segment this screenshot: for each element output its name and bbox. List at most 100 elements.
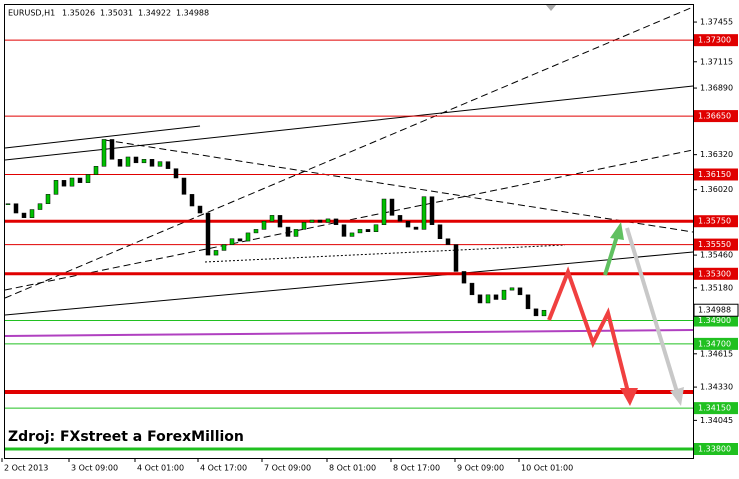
candle-body (341, 224, 347, 237)
candle-body (93, 166, 99, 175)
y-tick-label: 1.34330 (700, 383, 733, 392)
candle-body (301, 222, 307, 230)
last-price-box (693, 303, 739, 317)
candle-body (469, 282, 475, 296)
y-tick-label: 1.34615 (700, 349, 733, 358)
level-label: 1.37300 (698, 36, 731, 45)
candle-body (61, 180, 67, 187)
candle-body (45, 194, 51, 204)
x-tick-label: 10 Oct 01:00 (521, 464, 573, 473)
x-tick-label: 8 Oct 17:00 (393, 464, 440, 473)
moving-average (4, 329, 694, 337)
candle-body (117, 159, 123, 167)
candle-body (221, 244, 227, 251)
candle-body (173, 168, 179, 179)
x-tick-label: 8 Oct 01:00 (329, 464, 376, 473)
candle-body (189, 194, 195, 207)
forecast-path (625, 227, 679, 393)
symbol: EURUSD,H1 (8, 9, 55, 18)
candle-body (245, 232, 251, 242)
candle-body (349, 232, 355, 237)
level-label-box (694, 110, 738, 123)
candle-body (525, 294, 531, 310)
candle-body (77, 177, 83, 183)
candle-body (229, 238, 235, 245)
candle-body (293, 229, 299, 237)
level-label: 1.34700 (698, 339, 731, 348)
trend-lines (4, 6, 694, 316)
candle-body (149, 159, 155, 167)
candle-body (421, 196, 427, 230)
candle-body (85, 174, 91, 183)
y-tick-label: 1.36890 (700, 84, 733, 93)
y-tick-label: 1.36320 (700, 150, 733, 159)
level-label-box (694, 215, 738, 228)
candle-body (181, 177, 187, 195)
candle-body (381, 198, 387, 225)
candle-body (541, 309, 547, 317)
candle-body (413, 226, 419, 230)
candle-body (269, 215, 275, 222)
trend-line (4, 149, 694, 291)
x-tick-label: 4 Oct 01:00 (137, 464, 184, 473)
candle-body (133, 156, 139, 164)
forecast-path (603, 235, 619, 276)
candle-body (285, 226, 291, 237)
candle-body (261, 220, 267, 230)
candle-body (365, 229, 371, 232)
candle-body (141, 159, 147, 164)
forecast-arrows (547, 222, 684, 406)
level-label: 1.35550 (698, 240, 731, 249)
candle-body (429, 196, 435, 225)
level-label-box (694, 314, 738, 327)
level-label: 1.33800 (698, 445, 731, 454)
level-label-box (694, 402, 738, 415)
candle-body (397, 215, 403, 222)
plot-frame (4, 4, 694, 459)
last-price-label: 1.34988 (698, 306, 731, 315)
candle-body (125, 156, 131, 167)
x-tick-label: 9 Oct 09:00 (457, 464, 504, 473)
x-tick-label: 4 Oct 17:00 (200, 464, 247, 473)
x-tick-label: 3 Oct 09:00 (71, 464, 118, 473)
candle-body (453, 244, 459, 272)
candle-body (205, 212, 211, 256)
x-tick-label: 2 Oct 2013 (4, 464, 48, 473)
candle-body (197, 205, 203, 214)
candle-body (389, 198, 395, 216)
candle-body (373, 224, 379, 232)
candle-body (109, 139, 115, 160)
candle-body (533, 308, 539, 317)
x-tick-label: 7 Oct 09:00 (264, 464, 311, 473)
candle-body (325, 218, 331, 223)
level-label-box (694, 238, 738, 251)
level-label-box (694, 267, 738, 280)
candle-body (461, 271, 467, 284)
ohlc-value: 1.35026 (62, 9, 95, 18)
level-label-box (694, 337, 738, 350)
caption: Zdroj: FXstreet a ForexMillion (8, 429, 244, 445)
candle-body (309, 219, 315, 223)
forecast-path (547, 266, 630, 393)
y-tick-label: 1.35460 (700, 251, 733, 260)
trend-line (4, 6, 694, 299)
trend-line (4, 85, 694, 161)
candle-body (213, 250, 219, 256)
candle-body (69, 177, 75, 187)
y-tick-label: 1.36020 (700, 185, 733, 194)
candle-body (357, 229, 363, 234)
candle-body (437, 224, 443, 239)
y-tick-label: 1.35180 (700, 283, 733, 292)
level-label-box (694, 34, 738, 47)
level-label: 1.34900 (698, 316, 731, 325)
candle-body (517, 287, 523, 296)
scroll-marker (546, 5, 556, 11)
candle-body (485, 294, 491, 304)
level-label: 1.35750 (698, 217, 731, 226)
candle-body (317, 219, 323, 223)
ohlc-value: 1.34922 (138, 9, 171, 18)
candle-body (445, 238, 451, 245)
candle-body (37, 203, 43, 210)
ohlc-value: 1.35031 (100, 9, 133, 18)
candle-body (253, 229, 259, 234)
